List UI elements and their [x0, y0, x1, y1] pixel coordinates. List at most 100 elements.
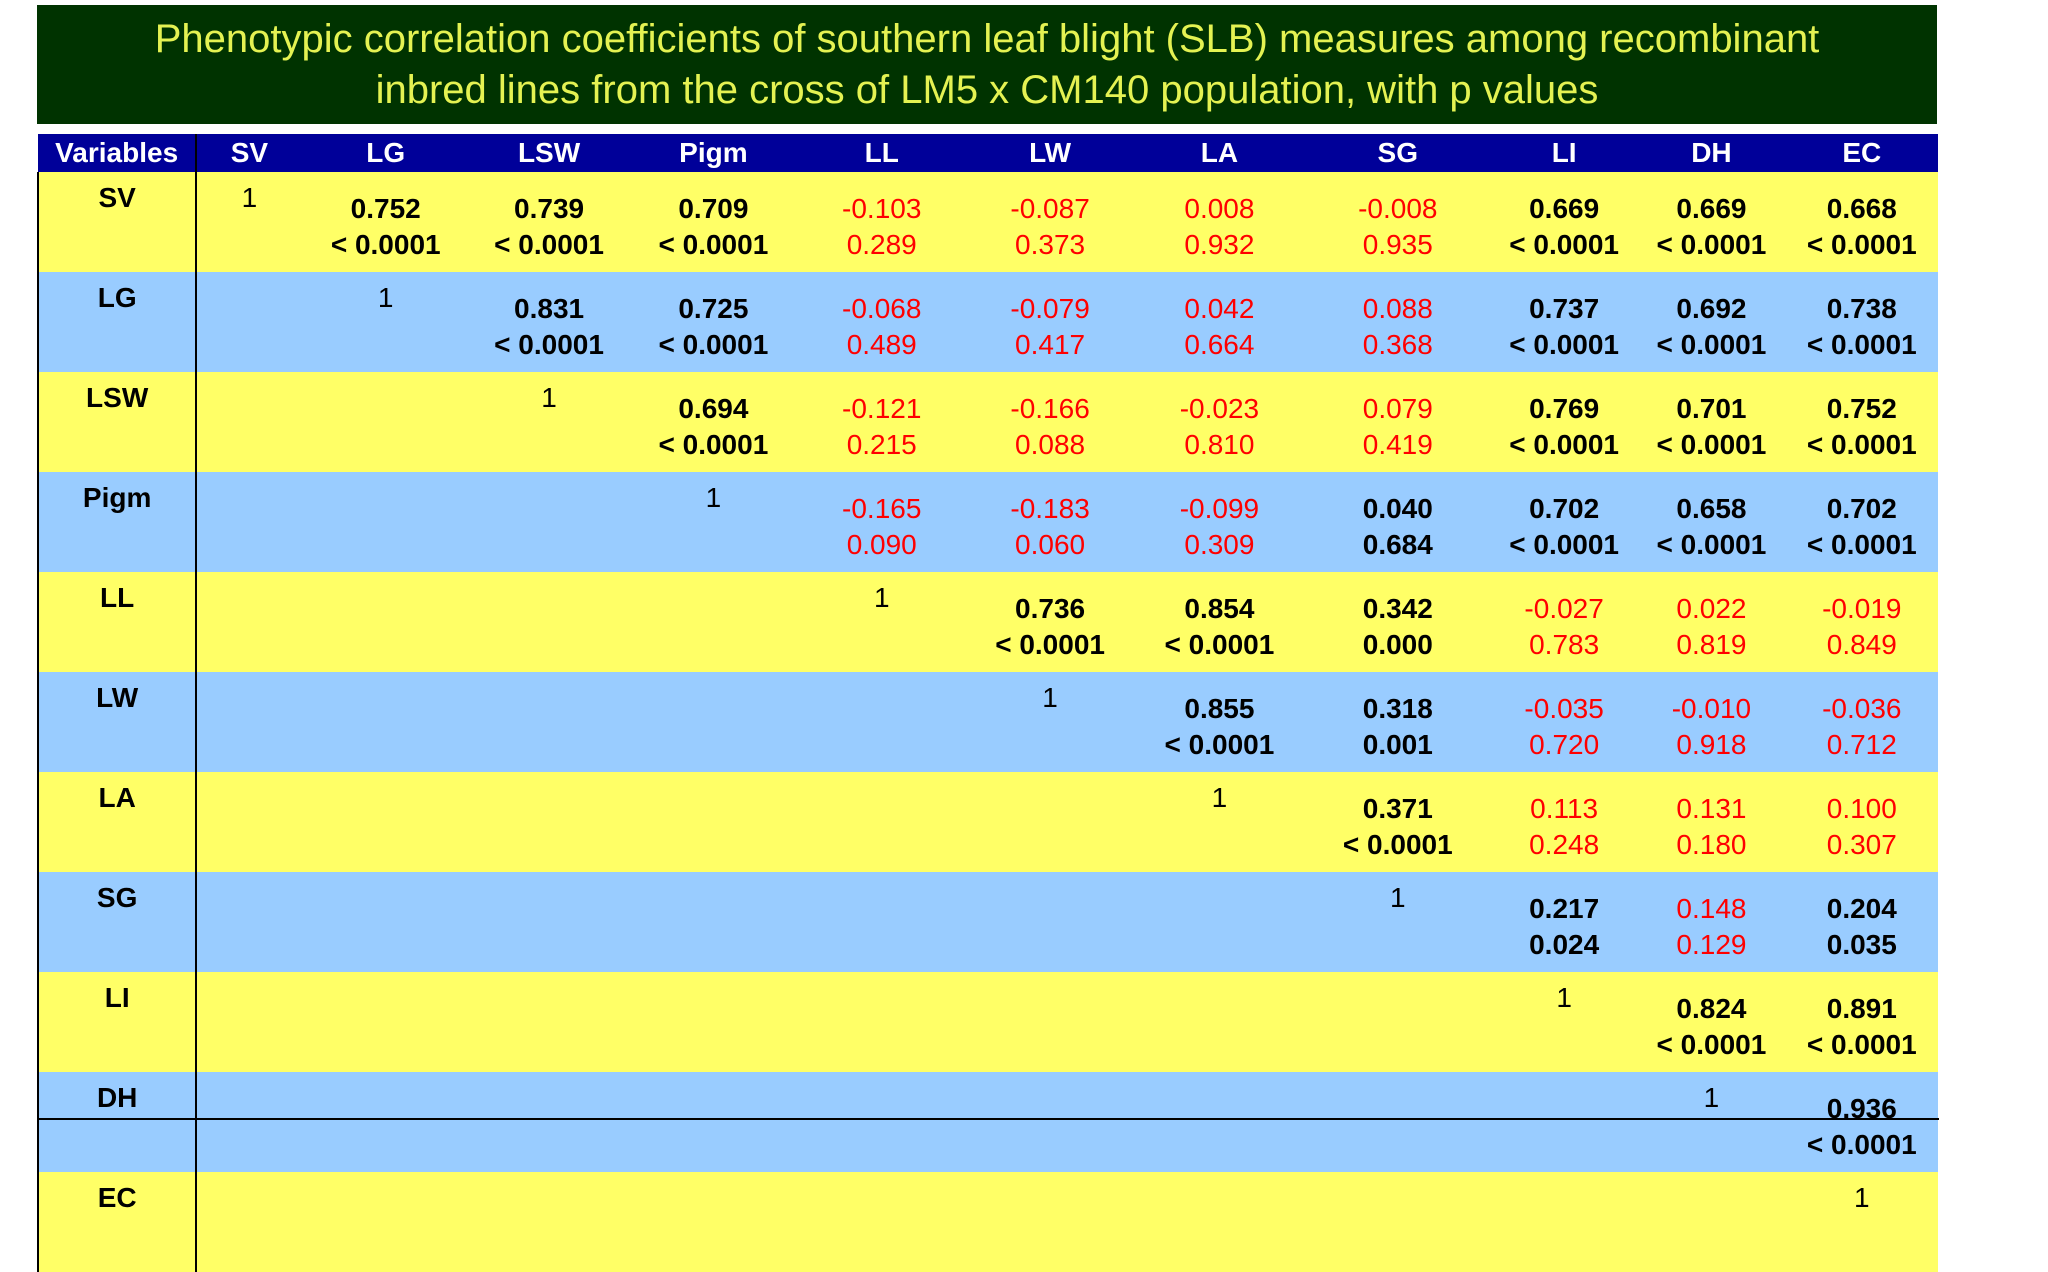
- table-cell: 0.204 0.035: [1785, 872, 1938, 972]
- slide-title: Phenotypic correlation coefficients of s…: [37, 5, 1937, 124]
- correlation-coefficient: -0.068: [842, 293, 922, 324]
- p-value: 0.819: [1676, 629, 1747, 660]
- p-value: < 0.0001: [330, 229, 441, 260]
- table-cell: -0.036 0.712: [1785, 672, 1938, 772]
- row-label-ll: LL: [36, 572, 198, 672]
- p-value: 0.664: [1184, 329, 1255, 360]
- correlation-coefficient: -0.027: [1524, 593, 1604, 624]
- table-cell: 0.709 < 0.0001: [629, 172, 798, 272]
- table-cell: [629, 872, 798, 972]
- correlation-coefficient: 0.100: [1826, 793, 1897, 824]
- table-cell: 0.736 < 0.0001: [965, 572, 1135, 672]
- table-cell: [965, 972, 1135, 1072]
- table-cell: [797, 1072, 966, 1172]
- correlation-coefficient: -0.099: [1179, 493, 1260, 524]
- header-cell-lg: LG: [302, 134, 469, 172]
- correlation-coefficient: 0.737: [1529, 293, 1600, 324]
- table-cell: 0.692 < 0.0001: [1637, 272, 1786, 372]
- row-label-pigm: Pigm: [36, 472, 198, 572]
- header-cell-sv: SV: [196, 134, 303, 172]
- table-cell: 1: [1490, 972, 1638, 1072]
- row-label-ec: EC: [36, 1172, 198, 1272]
- table-cell: [196, 372, 303, 472]
- p-value: 0.060: [1015, 529, 1086, 560]
- table-cell: [302, 1072, 469, 1172]
- table-cell: [196, 672, 303, 772]
- self-correlation-value: 1: [1390, 882, 1406, 913]
- table-cell: [196, 872, 303, 972]
- correlation-coefficient: -0.103: [842, 193, 922, 224]
- table-cell: [302, 672, 469, 772]
- p-value: 0.720: [1529, 729, 1600, 760]
- table-row: DH 1 0.936 < 0.0001: [36, 1072, 1938, 1172]
- table-cell: [797, 872, 966, 972]
- table-cell: [1490, 1072, 1638, 1172]
- correlation-coefficient: 0.008: [1184, 193, 1255, 224]
- table-cell: 0.371 < 0.0001: [1304, 772, 1491, 872]
- self-correlation-value: 1: [705, 482, 722, 513]
- table-cell: 0.131 0.180: [1637, 772, 1786, 872]
- p-value: 0.368: [1362, 329, 1433, 360]
- table-row: SG 1 0.217 0.024 0.148 0.129 0.204 0.035: [36, 872, 1938, 972]
- table-cell: [629, 1172, 798, 1272]
- p-value: 0.417: [1015, 329, 1086, 360]
- table-cell: 0.702 < 0.0001: [1785, 472, 1938, 572]
- header-cell-la: LA: [1134, 134, 1305, 172]
- correlation-coefficient: -0.087: [1010, 193, 1090, 224]
- table-cell: [302, 472, 469, 572]
- p-value: 0.180: [1676, 829, 1747, 860]
- p-value: < 0.0001: [1164, 729, 1275, 760]
- table-cell: 0.831 < 0.0001: [468, 272, 630, 372]
- p-value: 0.289: [846, 229, 917, 260]
- table-cell: 0.769 < 0.0001: [1490, 372, 1638, 472]
- table-cell: 0.042 0.664: [1134, 272, 1305, 372]
- table-cell: 0.079 0.419: [1304, 372, 1491, 472]
- correlation-coefficient: 0.668: [1826, 193, 1897, 224]
- correlation-coefficient: 0.669: [1676, 193, 1747, 224]
- self-correlation-value: 1: [873, 582, 890, 613]
- table-cell: [797, 672, 966, 772]
- correlation-coefficient: 0.694: [678, 393, 749, 424]
- table-cell: -0.099 0.309: [1134, 472, 1305, 572]
- table-cell: 0.854 < 0.0001: [1134, 572, 1305, 672]
- table-cell: [468, 472, 630, 572]
- table-cell: 0.738 < 0.0001: [1785, 272, 1938, 372]
- correlation-coefficient: 0.854: [1184, 593, 1255, 624]
- p-value: < 0.0001: [1806, 229, 1917, 260]
- table-cell: [468, 1072, 630, 1172]
- correlation-coefficient: 0.079: [1362, 393, 1433, 424]
- table-cell: [196, 1172, 303, 1272]
- self-correlation-value: 1: [1042, 682, 1058, 713]
- table-cell: [302, 372, 469, 472]
- title-line-2: inbred lines from the cross of LM5 x CM1…: [375, 68, 1599, 112]
- self-correlation-value: 1: [541, 382, 557, 413]
- table-row: LSW 1 0.694 < 0.0001 -0.121 0.215 -0.166 0.088-…: [36, 372, 1938, 472]
- row-label-lsw: LSW: [36, 372, 198, 472]
- self-correlation-value: 1: [377, 282, 394, 313]
- table-cell: -0.035 0.720: [1490, 672, 1638, 772]
- table-cell: 1: [302, 272, 469, 372]
- table-cell: 1: [629, 472, 798, 572]
- p-value: 0.373: [1015, 229, 1086, 260]
- row-label-lw: LW: [36, 672, 198, 772]
- table-cell: -0.008 0.935: [1304, 172, 1491, 272]
- table-bottom-border: [37, 1118, 1939, 1120]
- p-value: < 0.0001: [1509, 529, 1620, 560]
- self-correlation-value: 1: [1703, 1082, 1720, 1113]
- correlation-coefficient: 0.701: [1676, 393, 1747, 424]
- p-value: 0.088: [1015, 429, 1086, 460]
- correlation-coefficient: -0.079: [1010, 293, 1090, 324]
- table-cell: [1134, 972, 1305, 1072]
- table-cell: [629, 1072, 798, 1172]
- p-value: 0.307: [1826, 829, 1897, 860]
- p-value: 0.932: [1184, 229, 1255, 260]
- correlation-coefficient: -0.121: [842, 393, 922, 424]
- table-cell: 0.148 0.129: [1637, 872, 1786, 972]
- p-value: 0.684: [1362, 529, 1433, 560]
- row-label-lg: LG: [36, 272, 198, 372]
- correlation-coefficient: -0.183: [1010, 493, 1090, 524]
- table-cell: [1304, 972, 1491, 1072]
- table-cell: [797, 772, 966, 872]
- table-row: LL 1 0.736 < 0.0001 0.854 < 0.0001 0.342 0.000 -…: [36, 572, 1938, 672]
- correlation-coefficient: -0.165: [842, 493, 922, 524]
